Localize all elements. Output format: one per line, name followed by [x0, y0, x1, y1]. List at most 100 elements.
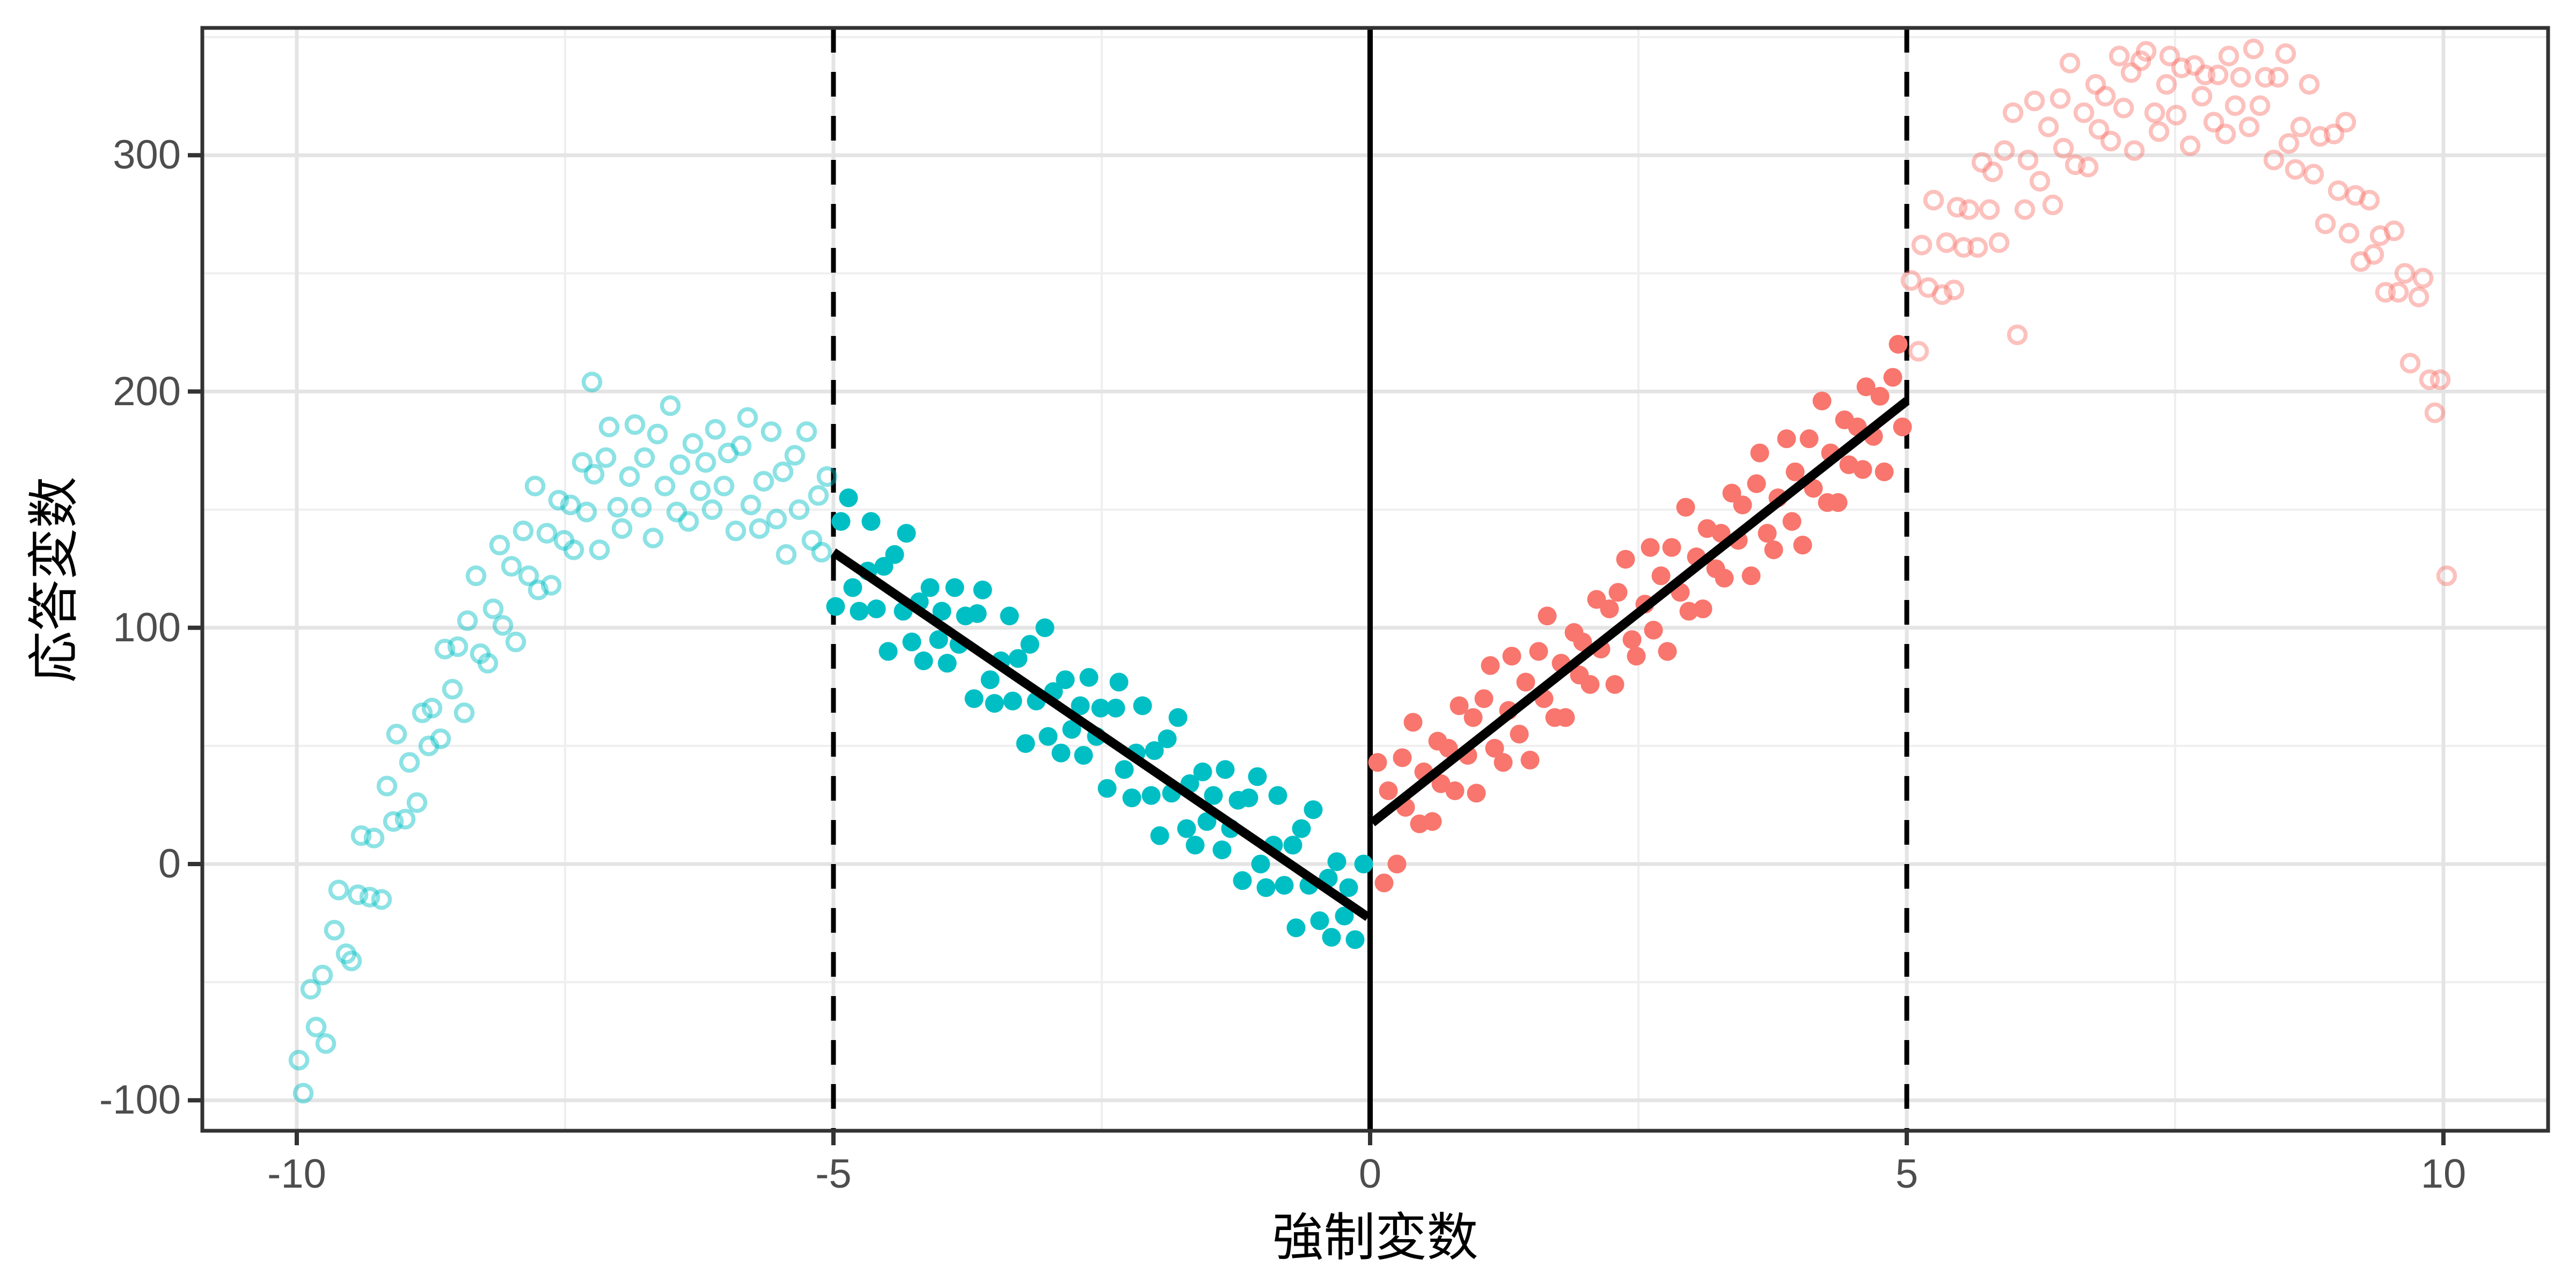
control-outside-bandwidth-point: [695, 452, 716, 473]
treated-outside-bandwidth-point: [2088, 119, 2110, 140]
control-within-bandwidth-point: [1275, 876, 1294, 895]
control-outside-bandwidth-point: [669, 454, 691, 475]
treated-within-bandwidth-point: [1651, 566, 1671, 586]
treated-outside-bandwidth-point: [2184, 55, 2205, 76]
treated-outside-bandwidth-point: [2299, 74, 2320, 95]
treated-outside-bandwidth-point: [2029, 171, 2051, 192]
treated-outside-bandwidth-point: [2249, 95, 2271, 116]
control-outside-bandwidth-point: [576, 501, 597, 523]
control-outside-bandwidth-point: [482, 598, 504, 619]
treated-outside-bandwidth-point: [2095, 85, 2116, 107]
treated-outside-bandwidth-point: [2159, 46, 2180, 67]
control-outside-bandwidth-point: [690, 480, 711, 501]
treated-outside-bandwidth-point: [2375, 282, 2396, 303]
control-within-bandwidth-point: [1292, 819, 1311, 838]
treated-within-bandwidth-point: [1368, 753, 1387, 772]
treated-outside-bandwidth-point: [1946, 196, 1968, 218]
treated-outside-bandwidth-point: [2399, 353, 2421, 374]
treated-outside-bandwidth-point: [1943, 279, 1965, 301]
y-tick-label-100: 100: [113, 604, 181, 650]
treated-within-bandwidth-point: [1793, 536, 1812, 555]
control-outside-bandwidth-point: [386, 723, 407, 745]
treated-within-bandwidth-point: [1622, 630, 1642, 649]
control-outside-bandwidth-point: [572, 452, 593, 473]
control-outside-bandwidth-point: [518, 565, 539, 587]
control-within-bandwidth-point: [1000, 606, 1019, 626]
control-within-bandwidth-point: [897, 524, 916, 543]
control-within-bandwidth-point: [945, 578, 964, 597]
treated-within-bandwidth-point: [1676, 497, 1695, 517]
treated-within-bandwidth-point: [1799, 429, 1819, 449]
control-outside-bandwidth-point: [524, 475, 546, 496]
treated-outside-bandwidth-point: [2120, 62, 2142, 83]
treated-outside-bandwidth-point: [2148, 121, 2170, 142]
treated-within-bandwidth-point: [1715, 568, 1734, 588]
treated-outside-bandwidth-point: [2144, 102, 2165, 123]
treated-outside-bandwidth-point: [2424, 402, 2446, 423]
treated-within-bandwidth-point: [1374, 873, 1394, 892]
treated-within-bandwidth-point: [1764, 540, 1783, 559]
control-within-bandwidth-point: [1035, 618, 1055, 638]
treated-outside-bandwidth-point: [2224, 95, 2246, 116]
control-outside-bandwidth-point: [548, 489, 569, 511]
treated-within-bandwidth-point: [1605, 675, 1624, 694]
control-within-bandwidth-point: [1106, 698, 1125, 718]
treated-within-bandwidth-point: [1516, 672, 1535, 692]
control-outside-bandwidth-point: [682, 433, 704, 454]
treated-within-bandwidth-point: [1875, 462, 1894, 481]
treated-outside-bandwidth-point: [2065, 154, 2086, 175]
control-within-bandwidth-point: [914, 651, 933, 670]
control-within-bandwidth-point: [1239, 788, 1258, 808]
control-within-bandwidth-point: [1177, 819, 1196, 838]
control-within-bandwidth-point: [929, 630, 948, 649]
control-outside-bandwidth-point: [477, 653, 499, 674]
treated-outside-bandwidth-point: [2323, 123, 2345, 144]
treated-within-bandwidth-point: [1379, 781, 1398, 801]
x-axis-title: 強制変数: [1272, 1209, 1479, 1267]
control-within-bandwidth-point: [973, 580, 992, 599]
control-outside-bandwidth-point: [412, 702, 433, 723]
treated-outside-bandwidth-point: [2007, 324, 2028, 346]
treated-outside-bandwidth-point: [2267, 67, 2289, 88]
control-within-bandwidth-point: [1141, 786, 1161, 805]
control-outside-bandwidth-point: [666, 501, 687, 523]
control-outside-bandwidth-point: [359, 887, 380, 908]
treated-within-bandwidth-point: [1750, 443, 1769, 463]
treated-outside-bandwidth-point: [2191, 85, 2213, 107]
left-fit-line: [831, 548, 1371, 921]
treated-within-bandwidth-point: [1741, 566, 1761, 586]
treated-within-bandwidth-point: [1387, 854, 1407, 874]
treated-outside-bandwidth-point: [1988, 232, 2010, 253]
control-within-bandwidth-point: [932, 602, 952, 621]
treated-within-bandwidth-point: [1538, 606, 1557, 626]
control-outside-bandwidth-point: [784, 445, 806, 466]
control-outside-bandwidth-point: [457, 610, 478, 631]
treated-outside-bandwidth-point: [2165, 105, 2187, 126]
control-within-bandwidth-point: [1145, 741, 1164, 760]
treated-outside-bandwidth-point: [2408, 287, 2429, 308]
control-within-bandwidth-point: [1150, 826, 1169, 845]
control-within-bandwidth-point: [1256, 878, 1276, 897]
treated-within-bandwidth-point: [1520, 750, 1540, 770]
control-outside-bandwidth-point: [528, 580, 549, 601]
treated-outside-bandwidth-point: [2243, 38, 2264, 60]
control-outside-bandwidth-point: [536, 523, 558, 544]
treated-outside-bandwidth-point: [1971, 152, 1993, 173]
treated-within-bandwidth-point: [1644, 620, 1663, 640]
control-within-bandwidth-point: [1016, 734, 1035, 753]
control-within-bandwidth-point: [885, 545, 904, 564]
control-outside-bandwidth-point: [725, 521, 747, 541]
treated-outside-bandwidth-point: [2255, 67, 2276, 88]
control-outside-bandwidth-point: [430, 728, 451, 749]
treated-outside-bandwidth-point: [2315, 213, 2336, 235]
control-outside-bandwidth-point: [634, 447, 655, 469]
control-outside-bandwidth-point: [730, 435, 752, 457]
treated-within-bandwidth-point: [1889, 334, 1908, 354]
control-within-bandwidth-point: [1248, 767, 1267, 786]
control-outside-bandwidth-point: [406, 792, 428, 813]
treated-outside-bandwidth-point: [1982, 161, 2003, 182]
control-within-bandwidth-point: [1327, 852, 1346, 872]
control-within-bandwidth-point: [1003, 691, 1022, 711]
treated-outside-bandwidth-point: [2130, 50, 2151, 71]
